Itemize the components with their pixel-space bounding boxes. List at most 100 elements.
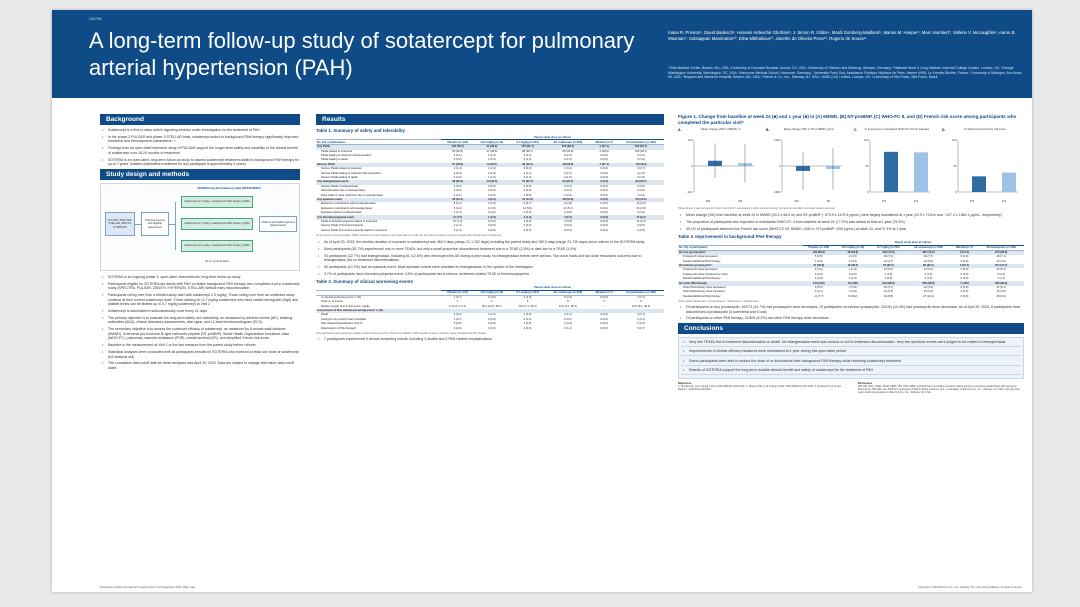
table-cell: 0 (0.0) <box>453 158 462 162</box>
table-cell: 0 (0.0) <box>487 189 496 193</box>
list-item: The proportion of participants who impro… <box>678 220 1024 225</box>
table-cell: 0 (0.0) <box>563 224 572 228</box>
list-item: Results of SOTERIA support the long-term… <box>681 368 1021 375</box>
table-column-header: All sotatercept (n=259) <box>545 139 591 146</box>
copyright-text: Copyright © 2023 Merck & Co., Inc., Rahw… <box>917 586 1022 589</box>
table-cell: 0 (0.0) <box>487 228 496 232</box>
table-cell: 0 (0.0) <box>487 317 496 321</box>
table-cell: Serious TEAE leading to treatment discon… <box>321 171 382 175</box>
table-cell: 1 (0.7) <box>453 295 462 299</box>
table-cell: 6 <box>526 300 529 304</box>
affiliation-list: ¹Tufts Medical Center, Boston, MA, USA; … <box>668 66 1023 80</box>
table-cell: 3 (0.7) <box>637 326 645 330</box>
table-cell: Serious TEAE of thrombocytopenia related… <box>321 228 387 232</box>
table-cell: Prostacyclin dose decreased <box>683 268 718 272</box>
table-cell: 9 (2.2) <box>637 154 645 158</box>
table-row: Serious TEAE of telangiectasia 0 (0.0) 0 (… <box>316 185 664 189</box>
list-item: Baseline is the measurement at Visit 1 o… <box>100 343 300 348</box>
table-cell: 41 (93.2) <box>473 144 510 150</box>
list-item: 7 participants experienced 9 clinical wo… <box>316 337 664 342</box>
table-cell: Serious TEAE of telangiectasia <box>321 184 358 188</box>
panel-n-row: 370 121 <box>868 200 932 203</box>
table-cell: 10 (4.7) <box>883 285 893 289</box>
table-cell: Any thrombocytopenia event <box>316 215 442 220</box>
list-item: 3.7% of participants had a thrombocytope… <box>316 272 664 277</box>
poster-code: OA739 <box>89 16 102 21</box>
consent-box: Informed consent and eligibility assessm… <box>141 211 169 236</box>
table-cell: 0 (0.0) <box>600 228 609 232</box>
table-cell: 8 (4.2) <box>453 202 462 206</box>
table-cell: 2 (4.5) <box>848 259 857 263</box>
table-column-header: Blinded (n=7) <box>590 139 618 146</box>
panel-n-row: 319 98 <box>780 200 844 203</box>
table-cell: 20 (4.9) <box>636 206 646 210</box>
table-cell: 0 <box>603 300 605 304</box>
table-cell: 0 (0.0) <box>960 285 969 289</box>
table-cell: 1 (0.4) <box>563 167 572 171</box>
table-cell: 2 (4.5) <box>487 206 496 210</box>
list-item: The secondary objective is to assess the… <box>100 327 300 341</box>
table-cell: 4 (1.0) <box>637 171 645 175</box>
table-span-header: Parent study dose at rollover <box>441 135 664 141</box>
table-cell: 2 (0.9) <box>523 326 532 330</box>
table-column-header: ≤0.3 mg/kg (n=44) <box>473 139 510 146</box>
table-cell: 0 (0.0) <box>600 313 609 317</box>
table1-title: Table 1. Summary of safety and tolerabil… <box>316 128 405 133</box>
table-column-header: All sotatercept (n=259) <box>906 245 951 251</box>
table-cell: 9 (2.8) <box>563 202 572 206</box>
table-cell: 3 (2.1) <box>814 290 823 294</box>
table-cell: 9 (2.2) <box>997 272 1006 276</box>
table-cell: 270 (66.0) <box>978 250 1024 256</box>
table-cell: 3 (1.4) <box>523 171 532 175</box>
figure-bullets: Mean change (SD) from baseline at week 2… <box>678 213 1024 231</box>
list-item: Mean change (SD) from baseline at week 2… <box>678 213 1024 218</box>
background-therapy-table: Parent study dose at rollover No. (%) of … <box>678 240 1024 300</box>
chart-panel: A. Mean change (SD) in 6MWD, m -100 0 100 269… <box>678 127 760 204</box>
table-column-header: All participants (n=409) <box>978 245 1024 251</box>
list-item: 50 participants (12.2%) had an epistaxis… <box>316 265 664 270</box>
table-cell: 13 (6.0) <box>883 268 893 272</box>
table-cell: 1 (2.3) <box>473 215 510 220</box>
table-row: Dose holds or dose reductions due to tel… <box>316 194 664 198</box>
arm-bottom-box: Sotatercept 0.3 mg/kg + background PAH t… <box>181 239 253 252</box>
table-cell: 0 (0.0) <box>453 189 462 193</box>
table-cell: 4 (1.5) <box>924 272 933 276</box>
table-cell: 29 (7.1) <box>996 255 1006 259</box>
table-cell: 0 (0.0) <box>600 224 609 228</box>
table-cell: 16 (6.2) <box>923 290 934 294</box>
table-row: On any prostacyclin* 100 (69.9) 28 (63.6) 1… <box>678 250 1024 256</box>
table-cell: Needed additional PAH therapy <box>683 259 721 263</box>
table-cell: TEAE leading to death <box>321 158 348 162</box>
connector <box>169 223 175 225</box>
table-cell: 1 (2.3) <box>487 313 496 317</box>
table-cell: 0 (0.0) <box>453 313 462 317</box>
table-cell: 13 (29.5) <box>473 180 510 185</box>
table-cell: 1 (0.5) <box>523 322 532 326</box>
table-cell: 10.6 (2.1, 28.4) <box>518 304 537 308</box>
table-column-header: Placebo (n=143) <box>441 139 474 146</box>
middle-column: Results Table 1. Summary of safety and t… <box>316 114 664 582</box>
table-span-header: Parent study dose at rollover <box>441 285 664 291</box>
table-cell: 16 (36.4) <box>835 263 871 269</box>
table-span-header-row: Parent study dose at rollover <box>316 285 664 291</box>
outcome-box: Patients with stable Hgb and platelet le… <box>259 215 297 232</box>
references-section: References 1. Humbert M, et al. N Engl J … <box>678 382 1024 394</box>
table-cell: 3 (71.4) <box>950 250 979 256</box>
table-cell <box>618 308 664 314</box>
table-cell: 8 <box>567 300 569 304</box>
table-cell: 143 (100) <box>802 281 836 286</box>
table-cell: 44 (100) <box>835 281 871 286</box>
table-cell: 0 (0.0) <box>563 228 572 232</box>
table-cell: 0 (0.0) <box>523 211 532 215</box>
table-cell: 0 (0.0) <box>453 176 462 180</box>
table-cell: 9 (20.5) <box>473 162 510 168</box>
table-cell: 6 (2.3) <box>563 154 572 158</box>
table-span-header: Parent study dose at rollover <box>802 240 1024 246</box>
list-item: Sotatercept is administered subcutaneous… <box>100 309 300 314</box>
table-cell: 1 (2.3) <box>487 202 496 206</box>
table-cell: Epistaxis in participants with telangiec… <box>321 206 372 210</box>
table-cell: 0 (0.0) <box>600 202 609 206</box>
list-item: As of April 20, 2023, the median duratio… <box>316 240 664 245</box>
list-item: Of participants on other PAH therapy, 21… <box>678 316 1024 321</box>
chart-svg: -100 0 100 <box>687 138 754 194</box>
